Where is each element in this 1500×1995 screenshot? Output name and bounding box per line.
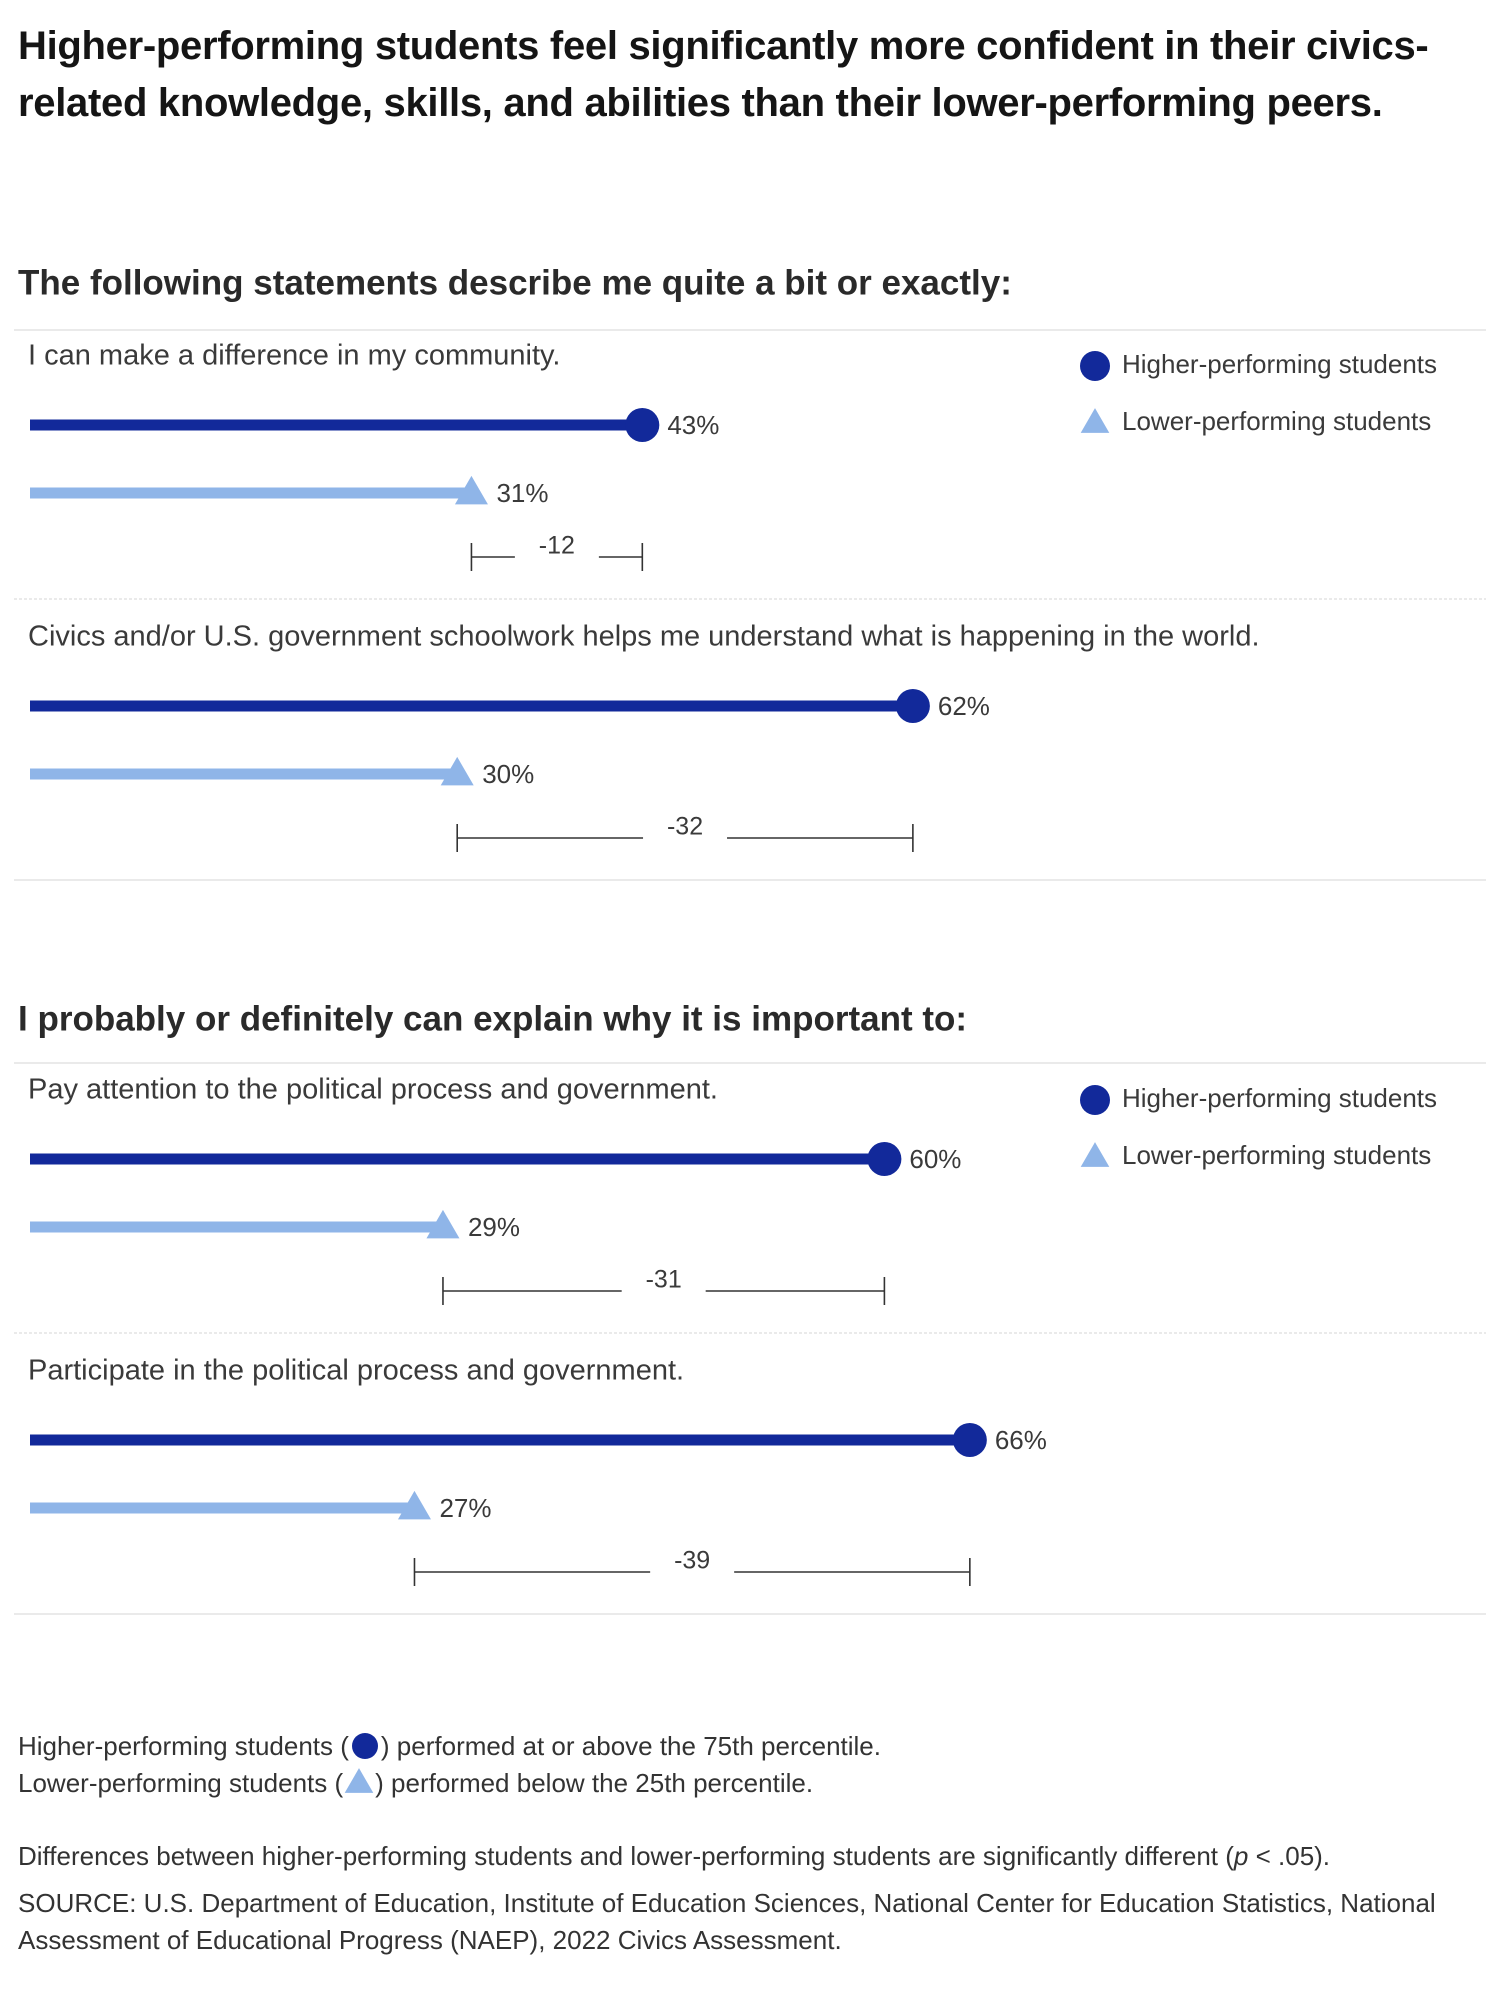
legend-label: Higher-performing students [1122,1083,1437,1113]
difference-label: -31 [646,1266,682,1294]
value-label: 60% [909,1144,961,1174]
marker-triangle [440,756,474,786]
significance: Differences between higher-performing st… [18,1838,1488,1875]
legend-label: Lower-performing students [1122,1140,1431,1170]
value-label: 27% [439,1493,491,1523]
value-label: 30% [482,759,534,789]
marker-circle [952,1423,987,1457]
value-label: 29% [468,1212,520,1242]
note-text: p [1233,1841,1249,1871]
marker-circle [895,689,930,723]
difference-bracket [470,543,644,571]
bar [30,487,472,499]
note-text: Lower-performing students ( [18,1768,344,1798]
marker-circle [1080,351,1110,381]
marker-triangle [454,475,488,505]
note-text: ) performed at or above the 75th percent… [380,1731,881,1761]
marker-triangle [1080,408,1110,433]
category-label: Participate in the political process and… [28,1355,684,1387]
marker-circle [625,408,660,442]
note-text: ) performed below the 25th percentile. [375,1768,814,1798]
difference-label: -32 [667,813,703,841]
value-label: 31% [496,478,548,508]
note-icon [351,1733,378,1759]
marker-circle [867,1142,902,1176]
note: Lower-performing students ( ) performed b… [18,1765,1488,1802]
marker-circle [351,1733,378,1759]
legend-label: Higher-performing students [1122,349,1437,379]
marker-triangle [426,1209,460,1239]
value-label: 43% [667,410,719,440]
value-label: 62% [938,691,990,721]
category-label: Pay attention to the political process a… [28,1074,718,1106]
bar [30,419,643,431]
page-title: Higher-performing students feel signific… [18,24,1429,125]
note-text: < .05). [1248,1841,1331,1871]
note-text: Higher-performing students ( [18,1731,349,1761]
difference-bracket [456,824,914,852]
bar [30,1221,443,1233]
difference-label: -39 [674,1547,710,1575]
subtitle: I probably or definitely can explain why… [18,999,967,1038]
note-text: Differences between higher-performing st… [18,1841,1234,1871]
marker-circle [1080,1085,1110,1115]
difference-bracket [442,1277,886,1305]
note: Higher-performing students ( ) performed … [18,1728,1488,1765]
bar [30,1434,970,1446]
bar [30,1502,415,1514]
difference-bracket [413,1558,971,1586]
subtitle: The following statements describe me qui… [18,263,1012,302]
category-label: Civics and/or U.S. government schoolwork… [28,621,1260,653]
difference-label: -12 [539,532,575,560]
category-label: I can make a difference in my community. [28,340,560,372]
note-icon [344,1768,374,1793]
marker-triangle [344,1768,374,1793]
bar [30,700,913,712]
bar [30,768,458,780]
chart: The following statements describe me qui… [14,263,1486,1615]
footer: Higher-performing students ( ) performed … [18,1728,1488,1959]
bar [30,1153,885,1165]
marker-triangle [397,1490,431,1520]
marker-triangle [1080,1142,1110,1167]
legend-label: Lower-performing students [1122,406,1431,436]
source: SOURCE: U.S. Department of Education, In… [18,1888,1436,1955]
value-label: 66% [995,1425,1047,1455]
